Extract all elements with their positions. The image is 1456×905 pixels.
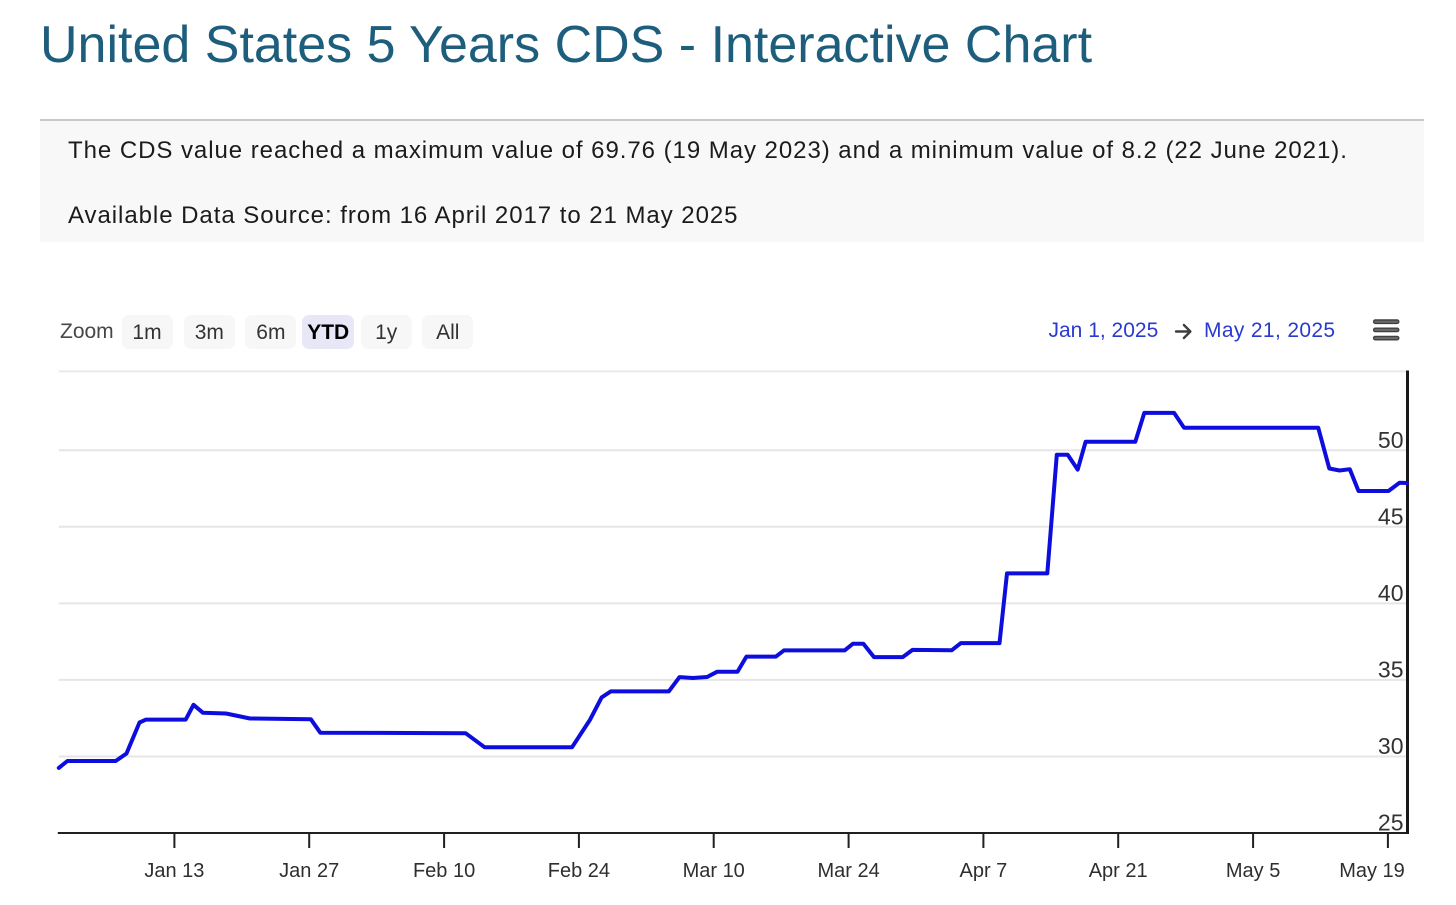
svg-text:30: 30	[1378, 733, 1404, 759]
svg-text:Apr 7: Apr 7	[959, 860, 1007, 882]
svg-text:Feb 10: Feb 10	[413, 860, 475, 882]
svg-text:May 5: May 5	[1226, 860, 1280, 882]
svg-text:40: 40	[1378, 580, 1404, 606]
svg-text:45: 45	[1378, 503, 1404, 529]
svg-text:35: 35	[1378, 656, 1404, 682]
svg-text:Jan 27: Jan 27	[279, 860, 339, 882]
svg-text:Mar 24: Mar 24	[817, 860, 879, 882]
svg-text:Jan 13: Jan 13	[144, 860, 204, 882]
svg-text:25: 25	[1378, 810, 1404, 836]
svg-text:Feb 24: Feb 24	[548, 860, 610, 882]
svg-text:Mar 10: Mar 10	[683, 860, 745, 882]
svg-text:50: 50	[1378, 427, 1404, 453]
svg-text:Apr 21: Apr 21	[1089, 860, 1148, 882]
svg-text:May 19: May 19	[1339, 860, 1405, 882]
